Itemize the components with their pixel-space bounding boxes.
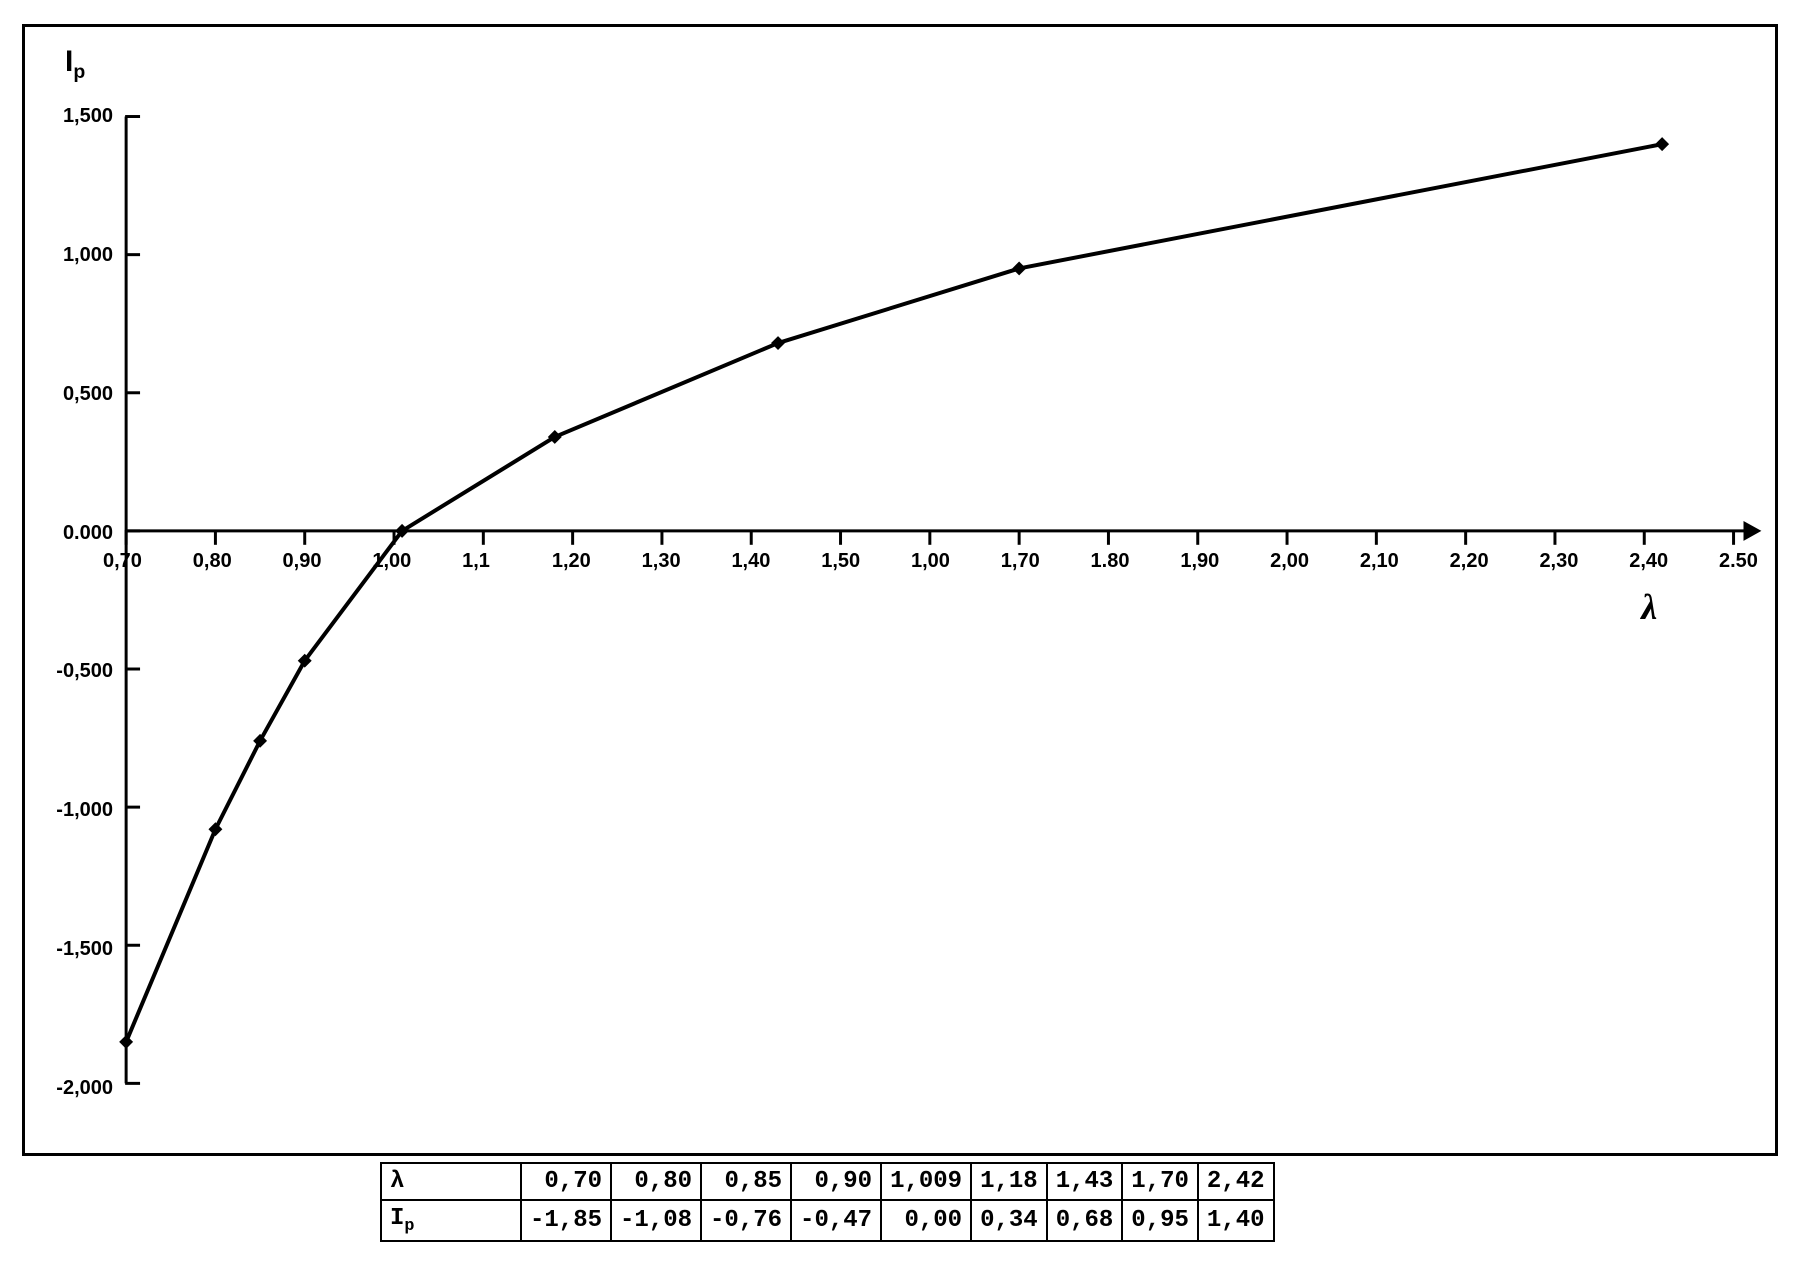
x-tick-label: 2,00 [1270, 550, 1309, 573]
x-tick-label: 2.50 [1719, 550, 1758, 573]
x-tick-label: 1,50 [821, 550, 860, 573]
x-tick-label: 0,90 [283, 550, 322, 573]
table-cell: 0,80 [611, 1163, 701, 1200]
table-row: Ip-1,85-1,08-0,76-0,470,000,340,680,951,… [381, 1200, 1274, 1241]
table-cell: 0,95 [1122, 1200, 1198, 1241]
table-cell: 1,40 [1198, 1200, 1274, 1241]
y-tick-label: 0,500 [63, 383, 113, 406]
y-label-sub: p [73, 61, 85, 83]
y-tick-label: -1,000 [56, 799, 113, 822]
table-cell: 0,00 [881, 1200, 971, 1241]
x-axis-label: λ [1641, 586, 1657, 628]
table-cell: 1,18 [971, 1163, 1047, 1200]
x-tick-label: 1,90 [1180, 550, 1219, 573]
x-tick-label: 1,30 [642, 550, 681, 573]
y-tick-label: -0,500 [56, 660, 113, 683]
y-tick-label: 1,000 [63, 244, 113, 267]
table-cell: 0,70 [521, 1163, 611, 1200]
x-tick-label: 1,00 [911, 550, 950, 573]
x-tick-label: 1,00 [372, 550, 411, 573]
x-tick-label: 1.80 [1091, 550, 1130, 573]
x-tick-label: 2,40 [1629, 550, 1668, 573]
figure: Ip λ -2,000 -1,500 -1,000 -0,500 0.000 0,500 1… [0, 0, 1801, 1284]
table-cell: 0,68 [1047, 1200, 1123, 1241]
y-tick-label: -2,000 [56, 1077, 113, 1100]
table-cell: 1,70 [1122, 1163, 1198, 1200]
table-cell: 0,34 [971, 1200, 1047, 1241]
x-tick-label: 2,30 [1539, 550, 1578, 573]
x-tick-label: 2,10 [1360, 550, 1399, 573]
chart-svg [25, 27, 1775, 1153]
y-tick-label: 0.000 [63, 522, 113, 545]
table-cell: -1,85 [521, 1200, 611, 1241]
y-tick-label: 1,500 [63, 105, 113, 128]
table-cell: -0,76 [701, 1200, 791, 1241]
table-row-label: Ip [381, 1200, 521, 1241]
y-tick-label: -1,500 [56, 938, 113, 961]
table-cell: 2,42 [1198, 1163, 1274, 1200]
x-tick-label: 1,20 [552, 550, 591, 573]
x-tick-label: 0,80 [193, 550, 232, 573]
y-axis-label: Ip [65, 45, 85, 84]
table-cell: -0,47 [791, 1200, 881, 1241]
table-row: λ0,700,800,850,901,0091,181,431,702,42 [381, 1163, 1274, 1200]
data-table: λ0,700,800,850,901,0091,181,431,702,42Ip… [380, 1162, 1275, 1242]
x-tick-label: 0,70 [103, 550, 142, 573]
x-tick-label: 1,70 [1001, 550, 1040, 573]
table-cell: 1,43 [1047, 1163, 1123, 1200]
table-cell: 0,90 [791, 1163, 881, 1200]
x-tick-label: 1,40 [731, 550, 770, 573]
table-cell: 1,009 [881, 1163, 971, 1200]
table-cell: 0,85 [701, 1163, 791, 1200]
table-row-label: λ [381, 1163, 521, 1200]
table-cell: -1,08 [611, 1200, 701, 1241]
x-tick-label: 1,1 [462, 550, 490, 573]
x-tick-label: 2,20 [1450, 550, 1489, 573]
chart-frame: Ip λ -2,000 -1,500 -1,000 -0,500 0.000 0,500 1… [22, 24, 1778, 1156]
